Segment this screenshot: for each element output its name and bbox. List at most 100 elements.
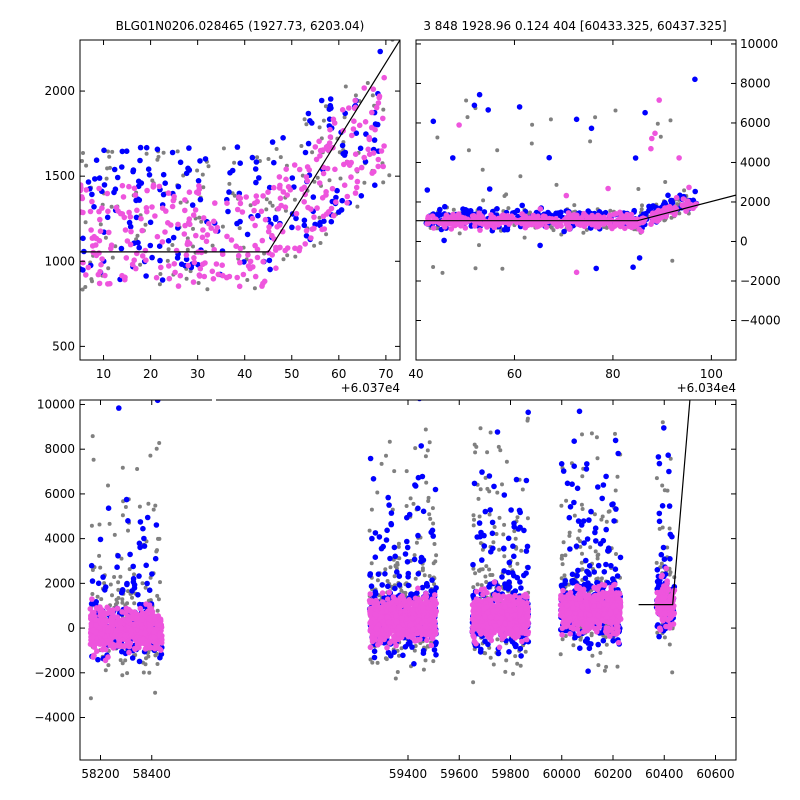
pink-point [285, 184, 292, 190]
pink-point [565, 224, 572, 230]
gray-point [440, 270, 445, 275]
blue-point [665, 192, 671, 199]
pink-point [389, 628, 396, 634]
pink-point [477, 227, 483, 233]
gray-point [185, 236, 190, 241]
blue-point [418, 554, 425, 561]
pink-point [501, 599, 507, 606]
pink-point [400, 621, 407, 628]
gray-point [658, 134, 663, 139]
pink-point [372, 126, 378, 133]
gray-point [106, 266, 111, 271]
gray-point [312, 243, 317, 248]
x-tick-label: 40 [408, 367, 423, 381]
gray-point [116, 587, 121, 592]
pink-point [377, 635, 384, 641]
pink-point [200, 215, 207, 221]
pink-point [105, 281, 111, 287]
blue-point [146, 172, 153, 178]
blue-point [104, 214, 111, 221]
pink-point [432, 592, 438, 598]
gray-point [481, 198, 486, 203]
pink-point [197, 265, 204, 272]
pink-point [291, 162, 298, 168]
blue-point [387, 555, 393, 562]
blue-point [156, 243, 163, 249]
pink-point [134, 645, 140, 651]
blue-point [631, 207, 637, 214]
pink-point [384, 614, 391, 621]
gray-point [613, 108, 618, 113]
pink-point [83, 272, 89, 278]
pink-point [237, 195, 244, 202]
blue-point [133, 214, 140, 221]
pink-point [105, 654, 111, 660]
pink-point [605, 217, 612, 223]
pink-point [126, 606, 132, 613]
gray-point [123, 505, 128, 509]
pink-point [317, 153, 323, 159]
gray-point [498, 448, 503, 453]
pink-point [191, 259, 198, 266]
blue-point [391, 649, 398, 655]
gray-point [97, 522, 102, 527]
blue-point [385, 649, 392, 656]
pink-point [361, 154, 368, 161]
pink-point [134, 615, 140, 621]
pink-point [430, 225, 437, 231]
blue-point [404, 538, 410, 545]
pink-point [234, 206, 241, 213]
pink-point [408, 621, 415, 628]
pink-point [519, 601, 525, 607]
pink-point [373, 104, 380, 111]
blue-point [183, 170, 190, 177]
blue-point [118, 589, 125, 596]
gray-point [206, 164, 211, 169]
blue-point [481, 209, 488, 215]
gray-point [491, 540, 496, 545]
pink-point [165, 220, 171, 226]
pink-point [339, 107, 346, 113]
blue-point [481, 543, 488, 549]
blue-point [197, 196, 204, 203]
blue-point [234, 220, 240, 227]
pink-point [584, 214, 590, 220]
pink-point [182, 222, 188, 229]
gray-point [157, 536, 162, 541]
pink-point [492, 595, 498, 602]
gray-point [365, 81, 370, 85]
gray-point [323, 104, 328, 109]
gray-point [184, 276, 189, 281]
pink-point [313, 156, 320, 163]
pink-point [433, 608, 440, 614]
pink-point [275, 205, 282, 212]
gray-point [548, 117, 553, 122]
pink-point [142, 630, 148, 636]
gray-point [495, 490, 500, 495]
pink-point [462, 225, 469, 231]
pink-point [384, 596, 391, 602]
blue-point [388, 521, 395, 528]
gray-point [475, 582, 480, 587]
blue-point [302, 149, 309, 156]
blue-point [368, 583, 375, 589]
pink-point [113, 628, 119, 635]
blue-point [144, 514, 151, 521]
gray-point [132, 572, 136, 577]
blue-point [105, 505, 112, 512]
gray-point [420, 566, 425, 571]
gray-point [165, 258, 170, 263]
pink-point [331, 120, 338, 126]
y-tick-label: 2000 [740, 195, 771, 209]
blue-point [310, 194, 317, 200]
blue-point [136, 244, 142, 251]
gray-point [476, 496, 481, 501]
gray-point [317, 215, 322, 220]
pink-point [588, 220, 594, 226]
pink-point [126, 183, 132, 190]
blue-point [391, 544, 398, 551]
gray-point [581, 230, 586, 235]
gray-point [515, 515, 520, 520]
pink-point [422, 595, 429, 602]
